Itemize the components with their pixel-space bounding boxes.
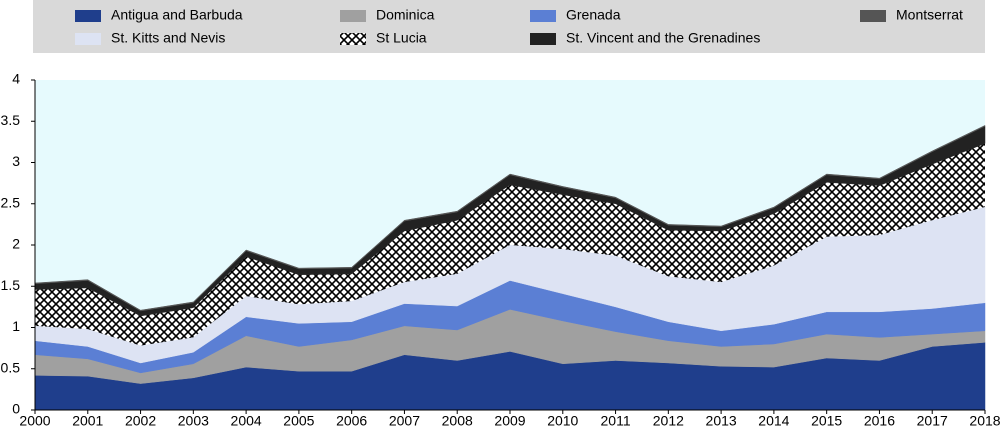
- y-tick-label: 2.5: [1, 194, 21, 210]
- legend-label: St. Kitts and Nevis: [111, 30, 225, 46]
- x-tick-label: 2004: [231, 413, 262, 429]
- x-tick-label: 2002: [125, 413, 156, 429]
- y-tick-label: 3: [12, 153, 20, 169]
- legend-label: St Lucia: [376, 30, 427, 46]
- x-tick-label: 2012: [653, 413, 684, 429]
- x-tick-label: 2009: [494, 413, 525, 429]
- x-tick-label: 2001: [72, 413, 103, 429]
- legend-label: Montserrat: [896, 7, 963, 23]
- legend-swatch: [860, 10, 886, 22]
- legend-swatch: [340, 33, 366, 45]
- area: [34, 206, 986, 364]
- x-tick-label: 2016: [864, 413, 895, 429]
- legend-swatch: [75, 10, 101, 22]
- x-tick-label: 2008: [442, 413, 473, 429]
- y-tick-label: 1.5: [1, 277, 21, 293]
- y-tick-label: 4: [12, 71, 20, 87]
- x-tick-label: 2017: [917, 413, 948, 429]
- legend-label: Dominica: [376, 7, 435, 23]
- legend-label: Grenada: [566, 7, 621, 23]
- y-tick-label: 0: [12, 401, 20, 417]
- legend-background: [33, 0, 985, 53]
- x-tick-label: 2006: [336, 413, 367, 429]
- y-tick-label: 3.5: [1, 112, 21, 128]
- area: [35, 143, 985, 346]
- y-tick-label: 0.5: [1, 359, 21, 375]
- legend-swatch: [75, 33, 101, 45]
- x-tick-label: 2013: [706, 413, 737, 429]
- y-tick-label: 2: [12, 236, 20, 252]
- legend-swatch: [530, 10, 556, 22]
- x-tick-label: 2007: [389, 413, 420, 429]
- x-tick-label: 2010: [547, 413, 578, 429]
- x-tick-label: 2000: [19, 413, 50, 429]
- legend-swatch: [340, 10, 366, 22]
- x-tick-label: 2005: [283, 413, 314, 429]
- x-tick-label: 2018: [969, 413, 1000, 429]
- x-tick-label: 2003: [178, 413, 209, 429]
- legend-swatch: [530, 33, 556, 45]
- area: [34, 124, 986, 312]
- legend-label: Antigua and Barbuda: [111, 7, 243, 23]
- x-tick-label: 2011: [601, 413, 631, 429]
- x-tick-label: 2015: [811, 413, 842, 429]
- x-tick-label: 2014: [758, 413, 789, 429]
- y-tick-label: 1: [12, 318, 20, 334]
- legend-label: St. Vincent and the Grenadines: [566, 30, 760, 46]
